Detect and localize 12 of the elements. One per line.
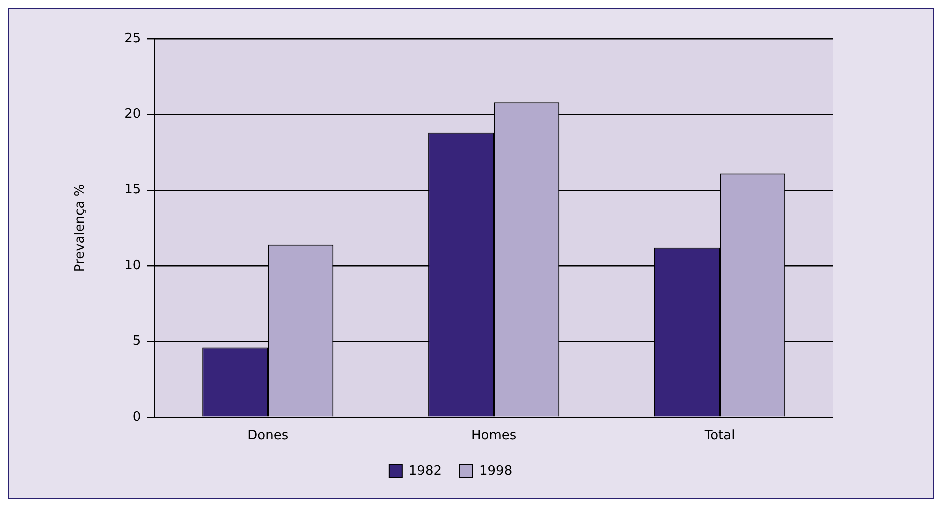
x-tick-label: Dones	[248, 428, 289, 444]
y-tick-label: 0	[132, 410, 142, 425]
y-axis-title: Prevalença %	[73, 184, 88, 272]
x-tick-label: Homes	[471, 428, 517, 444]
x-tick-label: Total	[704, 428, 736, 444]
y-tick-label: 25	[124, 31, 142, 46]
y-tick-label: 5	[132, 334, 142, 350]
legend-label: 1998	[480, 464, 513, 479]
legend-label: 1982	[408, 464, 442, 479]
y-tick-label: 10	[124, 258, 142, 274]
y-tick-label: 15	[124, 182, 142, 198]
y-tick-label: 20	[124, 107, 142, 122]
